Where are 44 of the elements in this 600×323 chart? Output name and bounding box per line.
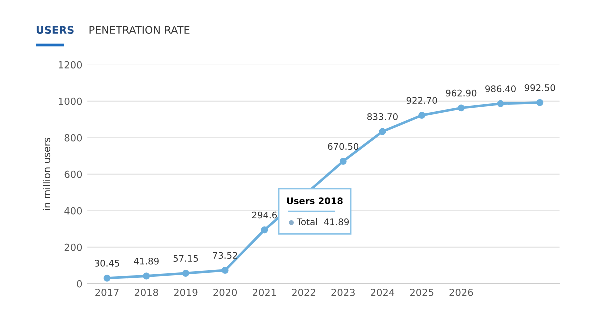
y-tick-label: 200 bbox=[64, 244, 82, 252]
data-label: 922.70 bbox=[406, 97, 438, 104]
x-tick-label: 2017 bbox=[96, 288, 119, 296]
data-label: 30.45 bbox=[95, 260, 120, 267]
x-tick-label: 2021 bbox=[253, 288, 276, 296]
point bbox=[379, 128, 386, 136]
x-tick-label: 2022 bbox=[292, 288, 316, 296]
x-tick-label: 2025 bbox=[410, 288, 434, 296]
y-tick-label: 0 bbox=[77, 280, 82, 288]
point bbox=[104, 274, 111, 282]
point bbox=[458, 104, 465, 112]
point bbox=[340, 158, 347, 166]
point bbox=[536, 99, 544, 106]
point bbox=[261, 226, 268, 234]
data-label: 986.40 bbox=[486, 86, 516, 92]
annotation: Total 41.89 bbox=[296, 218, 350, 226]
text: PENETRATION RATE bbox=[90, 26, 190, 34]
point bbox=[143, 272, 150, 280]
data-label: 992.50 bbox=[524, 84, 556, 92]
data-label: 57.15 bbox=[174, 255, 198, 262]
text: USERS bbox=[36, 26, 74, 34]
x-tick-label: 2019 bbox=[174, 288, 198, 296]
data-label: 962.90 bbox=[446, 90, 477, 97]
y-tick-label: 1000 bbox=[59, 98, 82, 106]
x-tick-label: 2020 bbox=[214, 288, 238, 296]
y-axis-title: in million users bbox=[43, 138, 51, 210]
data-label: 670.50 bbox=[328, 143, 359, 150]
annotation: Users 2018 bbox=[287, 198, 343, 204]
data-label: 294.6 bbox=[252, 212, 278, 219]
x-tick-label: 2024 bbox=[371, 288, 395, 296]
y-tick-label: 600 bbox=[64, 170, 82, 178]
point bbox=[182, 270, 190, 277]
x-tick-label: 2026 bbox=[450, 288, 474, 296]
data-label: 833.70 bbox=[368, 113, 398, 120]
point bbox=[222, 267, 229, 274]
y-tick-label: 800 bbox=[64, 134, 82, 142]
y-tick-label: 400 bbox=[64, 207, 82, 215]
x-tick-label: 2018 bbox=[134, 288, 158, 296]
data-label: 41.89 bbox=[134, 258, 159, 265]
x-tick-label: 2023 bbox=[332, 288, 355, 296]
y-tick-label: 1200 bbox=[59, 61, 82, 69]
point bbox=[497, 100, 504, 108]
data-label: 73.52 bbox=[213, 252, 238, 260]
point bbox=[418, 112, 426, 119]
